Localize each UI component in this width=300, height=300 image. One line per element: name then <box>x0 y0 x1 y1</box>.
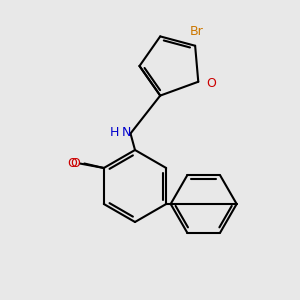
Text: O: O <box>70 157 80 170</box>
Text: H: H <box>109 125 119 139</box>
Text: N: N <box>121 125 131 139</box>
Text: Br: Br <box>190 25 203 38</box>
Text: O: O <box>67 157 77 170</box>
Text: O: O <box>206 77 216 90</box>
